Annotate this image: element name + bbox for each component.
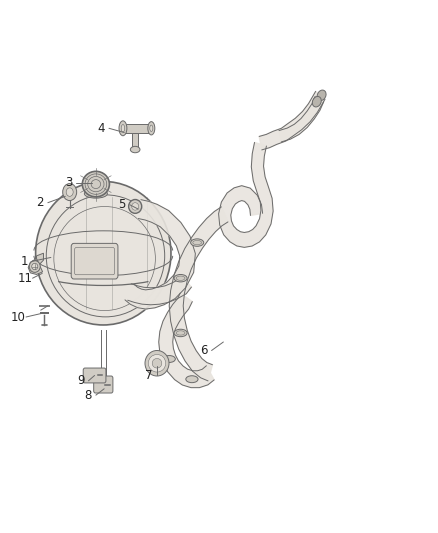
Polygon shape (159, 293, 214, 387)
Ellipse shape (32, 263, 38, 270)
Ellipse shape (163, 356, 175, 362)
FancyBboxPatch shape (71, 244, 118, 279)
Ellipse shape (119, 121, 127, 136)
Polygon shape (132, 133, 138, 150)
Text: 5: 5 (118, 198, 126, 211)
Ellipse shape (174, 329, 187, 337)
Ellipse shape (150, 125, 153, 132)
Text: 11: 11 (17, 272, 32, 285)
Ellipse shape (129, 199, 142, 213)
Polygon shape (123, 124, 151, 133)
Circle shape (63, 183, 77, 200)
Ellipse shape (191, 239, 204, 246)
Text: 2: 2 (36, 196, 44, 209)
Polygon shape (259, 91, 325, 150)
Ellipse shape (317, 90, 326, 101)
Text: 10: 10 (11, 311, 25, 324)
Ellipse shape (29, 261, 40, 272)
Circle shape (66, 188, 73, 196)
Polygon shape (36, 253, 43, 264)
Ellipse shape (82, 171, 110, 197)
Polygon shape (128, 276, 191, 305)
Ellipse shape (152, 359, 162, 368)
Ellipse shape (121, 125, 125, 132)
Polygon shape (125, 200, 195, 309)
Ellipse shape (312, 96, 321, 107)
Ellipse shape (85, 189, 107, 198)
Polygon shape (169, 207, 228, 381)
Polygon shape (219, 142, 273, 247)
Ellipse shape (131, 147, 140, 153)
Text: 4: 4 (97, 122, 105, 135)
Ellipse shape (174, 274, 187, 282)
Ellipse shape (132, 203, 139, 210)
Ellipse shape (186, 376, 198, 383)
Text: 3: 3 (65, 176, 72, 189)
Ellipse shape (145, 351, 169, 376)
Ellipse shape (148, 122, 155, 135)
Ellipse shape (35, 181, 171, 325)
Ellipse shape (148, 354, 166, 372)
FancyBboxPatch shape (94, 376, 113, 393)
Polygon shape (279, 96, 324, 142)
Polygon shape (28, 259, 42, 274)
Text: 6: 6 (200, 344, 208, 357)
FancyBboxPatch shape (83, 368, 106, 383)
Text: 1: 1 (21, 255, 28, 268)
Text: 8: 8 (85, 389, 92, 402)
Text: 7: 7 (145, 369, 153, 382)
Text: 9: 9 (77, 374, 85, 387)
